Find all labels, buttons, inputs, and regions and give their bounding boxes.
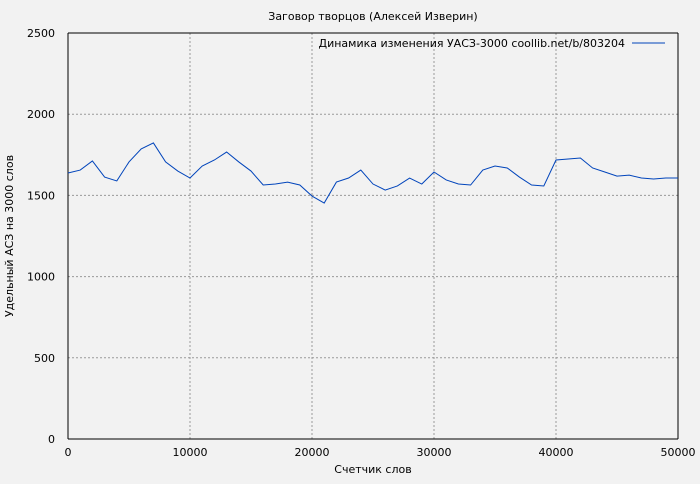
series-line: [67, 142, 678, 204]
legend-label: Динамика изменения УАСЗ-3000 coollib.net…: [319, 37, 626, 50]
y-tick-label: 500: [34, 352, 55, 365]
x-tick-label: 40000: [539, 446, 574, 459]
y-tick-label: 0: [48, 433, 55, 446]
plot-area: [68, 33, 678, 439]
y-tick-label: 2000: [27, 108, 55, 121]
ticks: 0 10000 20000 30000 40000 50000 0 500 1000 1500 20…: [27, 27, 696, 459]
y-axis-label: Удельный АСЗ на 3000 слов: [3, 155, 16, 317]
x-tick-label: 0: [65, 446, 72, 459]
y-tick-label: 2500: [27, 27, 55, 40]
x-tick-label: 20000: [295, 446, 330, 459]
x-tick-label: 30000: [417, 446, 452, 459]
y-tick-label: 1000: [27, 271, 55, 284]
x-axis-label: Счетчик слов: [334, 463, 411, 476]
grid: [68, 33, 678, 439]
chart-title: Заговор творцов (Алексей Изверин): [268, 10, 477, 23]
x-tick-label: 10000: [173, 446, 208, 459]
y-tick-label: 1500: [27, 189, 55, 202]
x-tick-label: 50000: [661, 446, 696, 459]
